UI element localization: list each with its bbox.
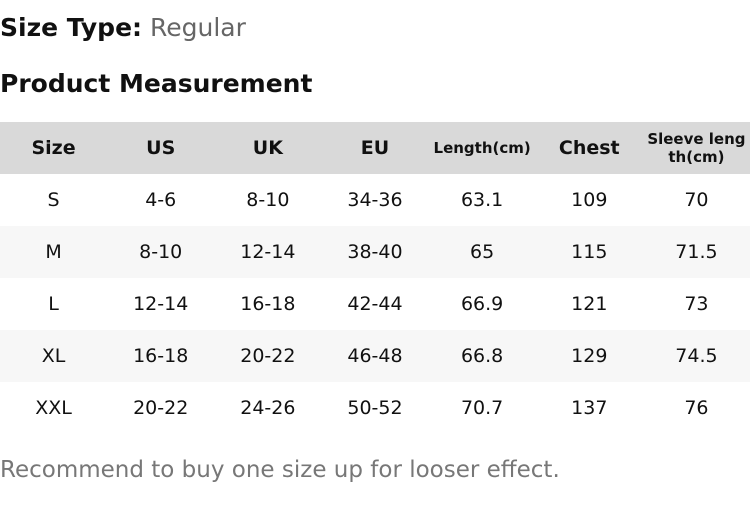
size-table: Size US UK EU Length(cm) Chest Sleeve length(c… (0, 122, 750, 434)
table-cell: 66.8 (428, 330, 536, 382)
table-cell: 74.5 (642, 330, 750, 382)
table-cell: 65 (428, 226, 536, 278)
table-cell: 16-18 (240, 293, 296, 315)
table-cell: 42-44 (347, 293, 403, 315)
table-cell: 24-26 (240, 397, 296, 419)
table-row: M 8-10 12-14 38-40 65 115 71.5 (0, 226, 750, 278)
table-cell: 12-14 (214, 226, 322, 278)
table-row: XXL 20-22 24-26 50-52 70.7 137 76 (0, 382, 750, 434)
table-cell: 38-40 (321, 226, 429, 278)
table-cell: 12-14 (133, 293, 189, 315)
table-cell: 76 (684, 397, 709, 419)
table-cell: 121 (571, 293, 608, 315)
size-type-value: Regular (149, 13, 246, 42)
table-cell: 63.1 (460, 189, 504, 211)
table-cell: 50-52 (347, 397, 403, 419)
table-cell: L (48, 293, 59, 315)
table-cell: 8-10 (246, 189, 290, 211)
column-header: Size (0, 122, 108, 174)
table-cell: 115 (535, 226, 643, 278)
table-cell: M (0, 226, 108, 278)
table-cell: 4-6 (145, 189, 177, 211)
table-cell: 129 (535, 330, 643, 382)
heading: Product Measurement (0, 69, 313, 98)
column-header: Length(cm) (428, 122, 536, 174)
header-row: Size US UK EU Length(cm) Chest Sleeve length(c… (0, 122, 750, 174)
table-cell: 109 (571, 189, 608, 211)
table-body: S 4-6 8-10 34-36 63.1 109 70 M 8-10 12-14 38-40 65 1… (0, 174, 750, 434)
column-header: Sleeve length(cm) (642, 122, 750, 174)
table-cell: XL (0, 330, 108, 382)
table-cell: 73 (684, 293, 709, 315)
table-row: S 4-6 8-10 34-36 63.1 109 70 (0, 174, 750, 226)
table-head: Size US UK EU Length(cm) Chest Sleeve length(c… (0, 122, 750, 174)
table-cell: 8-10 (107, 226, 215, 278)
column-header: Chest (535, 122, 643, 174)
column-header: UK (214, 122, 322, 174)
note: Recommend to buy one size up for looser … (0, 457, 560, 483)
table-cell: 70.7 (460, 397, 504, 419)
table-cell: 66.9 (460, 293, 504, 315)
column-header: US (107, 122, 215, 174)
table-cell: 71.5 (642, 226, 750, 278)
table-cell: 34-36 (347, 189, 403, 211)
column-header: EU (321, 122, 429, 174)
table-cell: 137 (571, 397, 608, 419)
table-cell: 70 (684, 189, 709, 211)
size-type: Size Type: Regular (0, 10, 246, 46)
table-cell: 20-22 (214, 330, 322, 382)
table-cell: XXL (35, 397, 72, 419)
table-cell: 46-48 (321, 330, 429, 382)
table-cell: 16-18 (107, 330, 215, 382)
table-row: XL 16-18 20-22 46-48 66.8 129 74.5 (0, 330, 750, 382)
table-cell: 20-22 (133, 397, 189, 419)
size-type-label: Size Type: (0, 13, 143, 42)
table-cell: S (47, 189, 60, 211)
table-row: L 12-14 16-18 42-44 66.9 121 73 (0, 278, 750, 330)
